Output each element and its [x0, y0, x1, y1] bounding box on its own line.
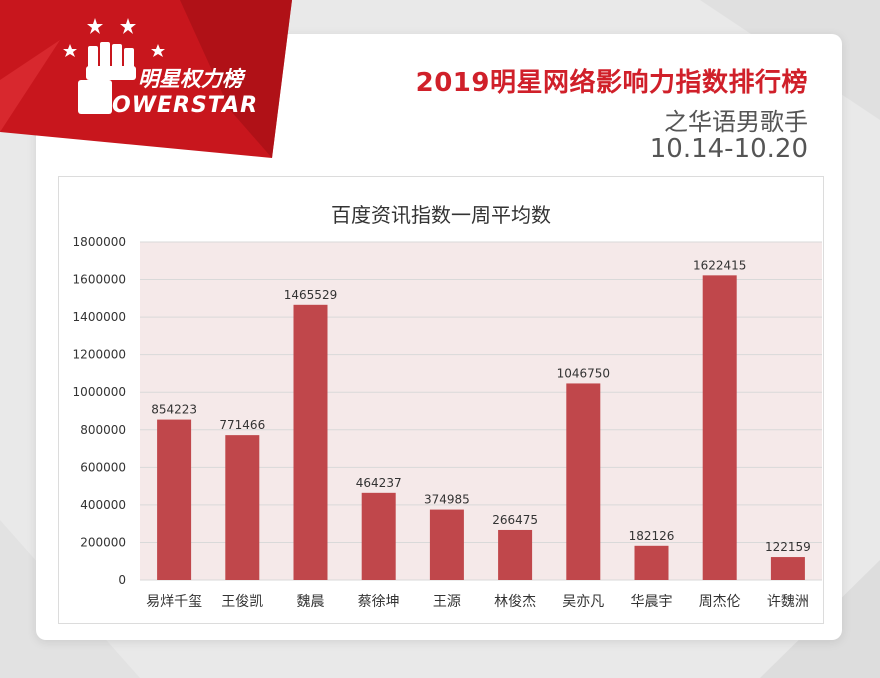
star-icon	[87, 18, 103, 34]
y-tick-label: 200000	[80, 535, 126, 549]
page-subtitle: 之华语男歌手	[664, 108, 808, 136]
y-tick-label: 1200000	[73, 348, 126, 362]
y-tick-label: 800000	[80, 423, 126, 437]
x-tick-label: 王源	[433, 594, 461, 610]
star-icon	[120, 18, 136, 34]
data-label: 1465529	[284, 288, 337, 302]
fist-icon	[78, 42, 136, 114]
bar	[157, 419, 192, 580]
data-label: 266475	[492, 513, 538, 527]
star-icon	[151, 44, 165, 57]
y-tick-label: 0	[118, 573, 126, 587]
x-tick-label: 易烊千玺	[146, 594, 202, 610]
powerstar-logo: 明星权力榜 OWERSTAR	[0, 0, 292, 158]
y-tick-label: 1800000	[73, 235, 126, 249]
bar	[498, 529, 533, 580]
x-tick-label: 华晨宇	[631, 594, 673, 610]
data-label: 1046750	[557, 366, 610, 380]
bar-chart: 百度资讯指数一周平均数 0 200000 400000 600000 800000 1000…	[73, 203, 822, 610]
data-label: 854223	[151, 403, 197, 417]
bar	[293, 304, 328, 580]
x-tick-label: 许魏洲	[767, 594, 809, 610]
bar	[429, 509, 464, 580]
y-tick-label: 1000000	[73, 385, 126, 399]
bar	[770, 557, 805, 580]
x-tick-label: 王俊凯	[221, 594, 263, 610]
x-tick-label: 林俊杰	[494, 594, 536, 610]
bar	[566, 383, 601, 580]
bar	[634, 545, 669, 580]
bar	[702, 275, 737, 580]
date-range: 10.14-10.20	[649, 134, 808, 164]
data-label: 1622415	[693, 258, 746, 272]
y-tick-label: 1400000	[73, 310, 126, 324]
y-tick-label: 1600000	[73, 273, 126, 287]
x-tick-label: 周杰伦	[699, 594, 741, 610]
x-tick-label: 蔡徐坤	[358, 594, 400, 610]
data-label: 374985	[424, 493, 470, 507]
bar	[361, 492, 396, 580]
data-label: 464237	[356, 476, 402, 490]
data-label: 771466	[219, 418, 265, 432]
page-title: 2019明星网络影响力指数排行榜	[415, 68, 808, 98]
data-label: 182126	[629, 529, 675, 543]
y-tick-label: 600000	[80, 460, 126, 474]
x-tick-label: 吴亦凡	[562, 594, 604, 610]
brand-name-cn: 明星权力榜	[138, 67, 246, 91]
chart-title: 百度资讯指数一周平均数	[331, 203, 551, 227]
y-tick-label: 400000	[80, 498, 126, 512]
bar	[225, 435, 260, 580]
brand-name-en: OWERSTAR	[112, 93, 258, 118]
data-label: 122159	[765, 540, 811, 554]
star-icon	[63, 44, 77, 57]
x-tick-label: 魏晨	[297, 594, 325, 610]
